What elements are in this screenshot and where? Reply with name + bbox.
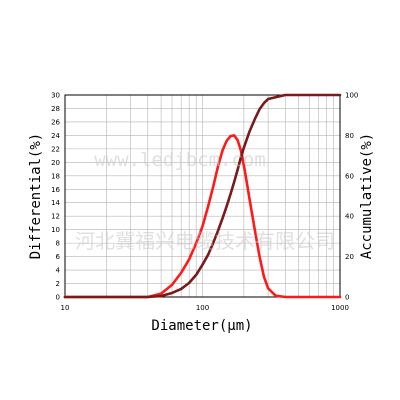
y-right-axis-title: Accumulative(%) bbox=[359, 133, 375, 259]
x-tick-label-1: 100 bbox=[196, 304, 209, 312]
y-left-axis-title: Differential(%) bbox=[28, 133, 44, 259]
y-right-tick-label-2: 40 bbox=[345, 213, 354, 221]
watermark-url: www.ledjbcm.com bbox=[94, 149, 266, 171]
y-right-tick-label-4: 80 bbox=[345, 132, 354, 140]
y-right-tick-label-1: 20 bbox=[345, 253, 354, 261]
y-left-tick-label-6: 12 bbox=[51, 213, 60, 221]
y-left-tick-label-3: 6 bbox=[56, 253, 61, 261]
accumulative-curve bbox=[63, 93, 342, 299]
x-axis-title: Diameter(μm) bbox=[151, 318, 252, 334]
y-left-tick-label-14: 28 bbox=[51, 105, 60, 113]
y-right-tick-label-0: 0 bbox=[345, 294, 349, 302]
y-right-tick-label-5: 100 bbox=[345, 92, 358, 100]
y-left-tick-label-5: 10 bbox=[51, 226, 60, 234]
x-tick-label-0: 10 bbox=[61, 304, 70, 312]
x-tick-label-2: 1000 bbox=[331, 304, 349, 312]
y-right-tick-label-3: 60 bbox=[345, 172, 354, 180]
y-left-tick-label-4: 8 bbox=[56, 240, 60, 248]
y-right-axis-ticks: 0 20 40 60 80 100 bbox=[345, 92, 358, 302]
y-left-tick-label-7: 14 bbox=[51, 199, 60, 207]
watermark-company: 河北冀福兴电缆技术有限公司 bbox=[75, 229, 335, 253]
y-left-tick-label-1: 2 bbox=[56, 280, 60, 288]
x-axis-ticks: 10 100 1000 bbox=[61, 304, 349, 312]
y-left-tick-label-2: 4 bbox=[56, 267, 61, 275]
differential-curve bbox=[63, 134, 342, 299]
y-left-tick-label-8: 16 bbox=[51, 186, 60, 194]
grid bbox=[65, 95, 340, 297]
y-left-tick-label-15: 30 bbox=[51, 92, 60, 100]
y-left-tick-label-9: 18 bbox=[51, 172, 60, 180]
y-left-tick-label-12: 24 bbox=[51, 132, 60, 140]
series-group bbox=[63, 93, 342, 299]
y-left-tick-label-11: 22 bbox=[51, 145, 60, 153]
y-left-tick-label-10: 20 bbox=[51, 159, 60, 167]
y-left-tick-label-0: 0 bbox=[56, 294, 60, 302]
plot-frame bbox=[64, 94, 341, 298]
y-left-tick-label-13: 26 bbox=[51, 118, 60, 126]
